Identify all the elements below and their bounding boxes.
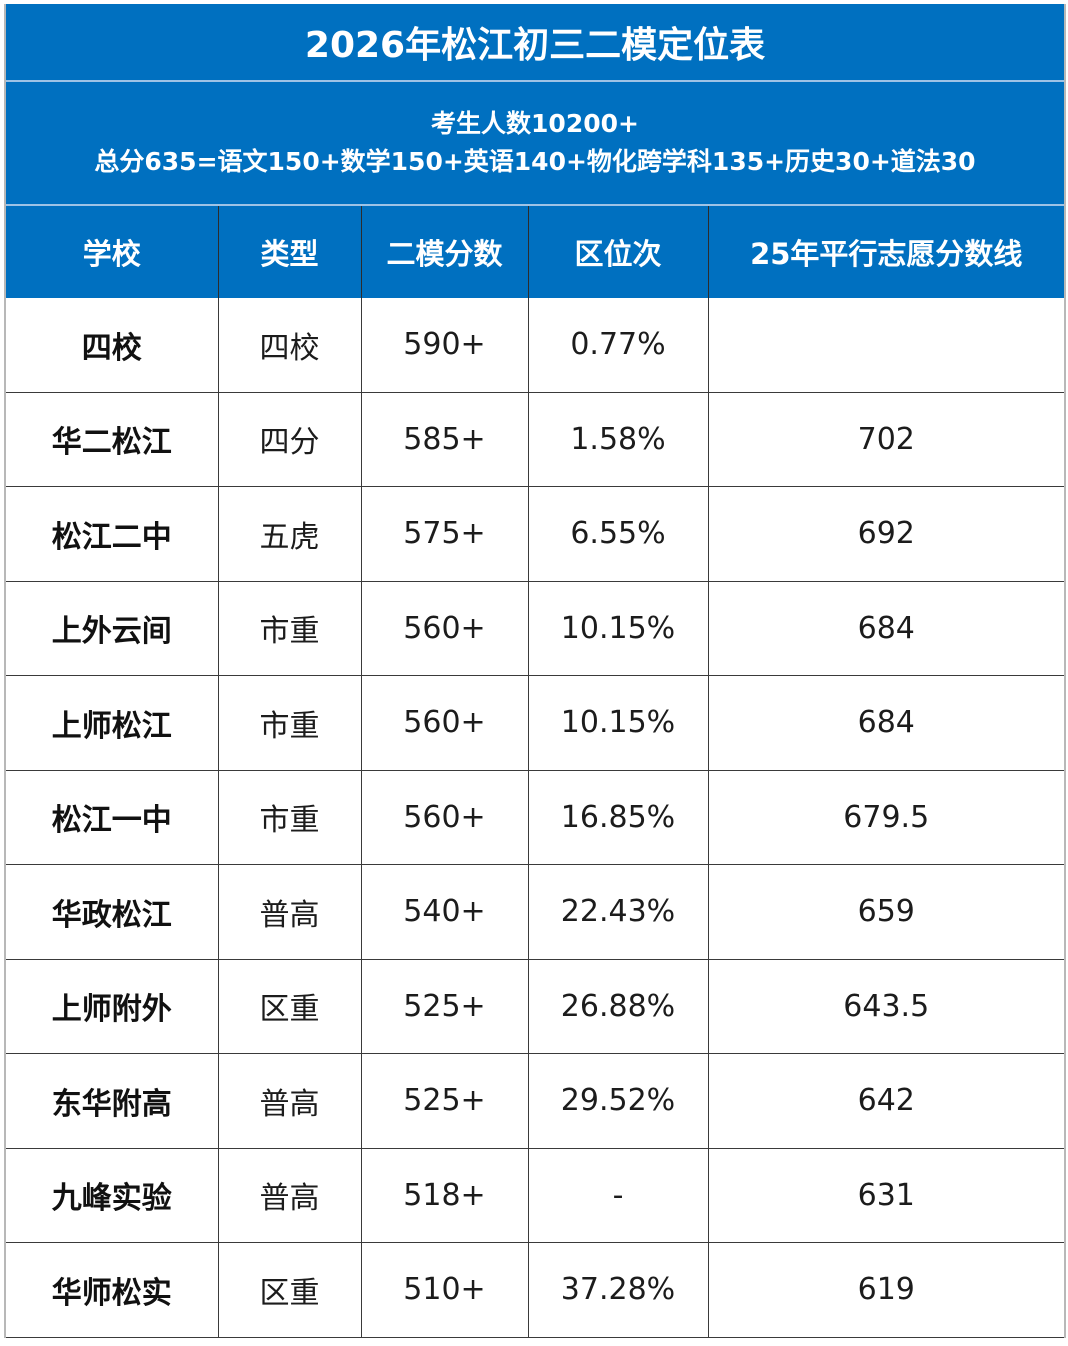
school-cell: 上外云间 — [6, 581, 219, 676]
cutoff-cell: 702 — [708, 392, 1064, 487]
score-cell: 525+ — [361, 959, 529, 1054]
type-cell: 四校 — [218, 298, 362, 393]
type-cell: 五虎 — [218, 486, 362, 582]
rank-cell: 22.43% — [528, 864, 709, 960]
rank-cell: 26.88% — [528, 959, 709, 1054]
school-cell: 松江一中 — [6, 770, 219, 865]
school-cell: 华政松江 — [6, 864, 219, 960]
rank-cell: 10.15% — [528, 581, 709, 676]
score-cell: 575+ — [361, 486, 529, 582]
table-row: 松江一中 市重 560+ 16.85% 679.5 — [6, 770, 1064, 865]
school-cell: 东华附高 — [6, 1053, 219, 1149]
rank-cell: 10.15% — [528, 675, 709, 771]
table-row: 华政松江 普高 540+ 22.43% 659 — [6, 864, 1064, 960]
exam-info-banner: 考生人数10200+ 总分635=语文150+数学150+英语140+物化跨学科… — [6, 82, 1064, 206]
candidate-count: 考生人数10200+ — [431, 109, 639, 138]
school-cell: 九峰实验 — [6, 1148, 219, 1243]
page-title: 2026年松江初三二模定位表 — [6, 4, 1064, 82]
type-cell: 普高 — [218, 1148, 362, 1243]
score-cell: 590+ — [361, 298, 529, 393]
type-cell: 区重 — [218, 959, 362, 1054]
rank-cell: 1.58% — [528, 392, 709, 487]
cutoff-cell: 619 — [708, 1242, 1064, 1338]
type-cell: 区重 — [218, 1242, 362, 1338]
rank-cell: 6.55% — [528, 486, 709, 582]
cutoff-cell: 643.5 — [708, 959, 1064, 1054]
type-cell: 普高 — [218, 864, 362, 960]
school-cell: 上师附外 — [6, 959, 219, 1054]
score-cell: 540+ — [361, 864, 529, 960]
header-type: 类型 — [218, 206, 362, 298]
score-cell: 560+ — [361, 770, 529, 865]
table-row: 华二松江 四分 585+ 1.58% 702 — [6, 392, 1064, 487]
score-cell: 518+ — [361, 1148, 529, 1243]
table-row: 上师松江 市重 560+ 10.15% 684 — [6, 675, 1064, 771]
score-cell: 525+ — [361, 1053, 529, 1149]
cutoff-cell: 684 — [708, 675, 1064, 771]
score-cell: 560+ — [361, 675, 529, 771]
header-rank: 区位次 — [528, 206, 709, 298]
school-cell: 华二松江 — [6, 392, 219, 487]
cutoff-cell — [708, 298, 1064, 393]
rank-cell: 29.52% — [528, 1053, 709, 1149]
cutoff-cell: 692 — [708, 486, 1064, 582]
rank-cell: 37.28% — [528, 1242, 709, 1338]
school-cell: 华师松实 — [6, 1242, 219, 1338]
school-cell: 松江二中 — [6, 486, 219, 582]
rank-cell: 0.77% — [528, 298, 709, 393]
table-row: 四校 四校 590+ 0.77% — [6, 298, 1064, 393]
type-cell: 市重 — [218, 770, 362, 865]
score-cell: 560+ — [361, 581, 529, 676]
table-row: 华师松实 区重 510+ 37.28% 619 — [6, 1242, 1064, 1338]
cutoff-cell: 631 — [708, 1148, 1064, 1243]
type-cell: 普高 — [218, 1053, 362, 1149]
rank-cell: 16.85% — [528, 770, 709, 865]
table-header-row: 学校 类型 二模分数 区位次 25年平行志愿分数线 — [6, 206, 1064, 298]
school-score-table: 学校 类型 二模分数 区位次 25年平行志愿分数线 四校 四校 590+ 0.7… — [6, 206, 1064, 1338]
table-row: 上外云间 市重 560+ 10.15% 684 — [6, 581, 1064, 676]
position-table-sheet: 2026年松江初三二模定位表 考生人数10200+ 总分635=语文150+数学… — [4, 4, 1066, 1338]
score-cell: 510+ — [361, 1242, 529, 1338]
header-cutoff: 25年平行志愿分数线 — [708, 206, 1064, 298]
cutoff-cell: 684 — [708, 581, 1064, 676]
table-row: 东华附高 普高 525+ 29.52% 642 — [6, 1053, 1064, 1149]
header-score: 二模分数 — [361, 206, 529, 298]
type-cell: 市重 — [218, 581, 362, 676]
cutoff-cell: 679.5 — [708, 770, 1064, 865]
cutoff-cell: 642 — [708, 1053, 1064, 1149]
table-row: 九峰实验 普高 518+ - 631 — [6, 1148, 1064, 1243]
table-row: 松江二中 五虎 575+ 6.55% 692 — [6, 486, 1064, 582]
cutoff-cell: 659 — [708, 864, 1064, 960]
rank-cell: - — [528, 1148, 709, 1243]
school-cell: 上师松江 — [6, 675, 219, 771]
table-row: 上师附外 区重 525+ 26.88% 643.5 — [6, 959, 1064, 1054]
score-cell: 585+ — [361, 392, 529, 487]
school-cell: 四校 — [6, 298, 219, 393]
header-school: 学校 — [6, 206, 219, 298]
type-cell: 市重 — [218, 675, 362, 771]
score-composition: 总分635=语文150+数学150+英语140+物化跨学科135+历史30+道法… — [94, 147, 976, 176]
type-cell: 四分 — [218, 392, 362, 487]
